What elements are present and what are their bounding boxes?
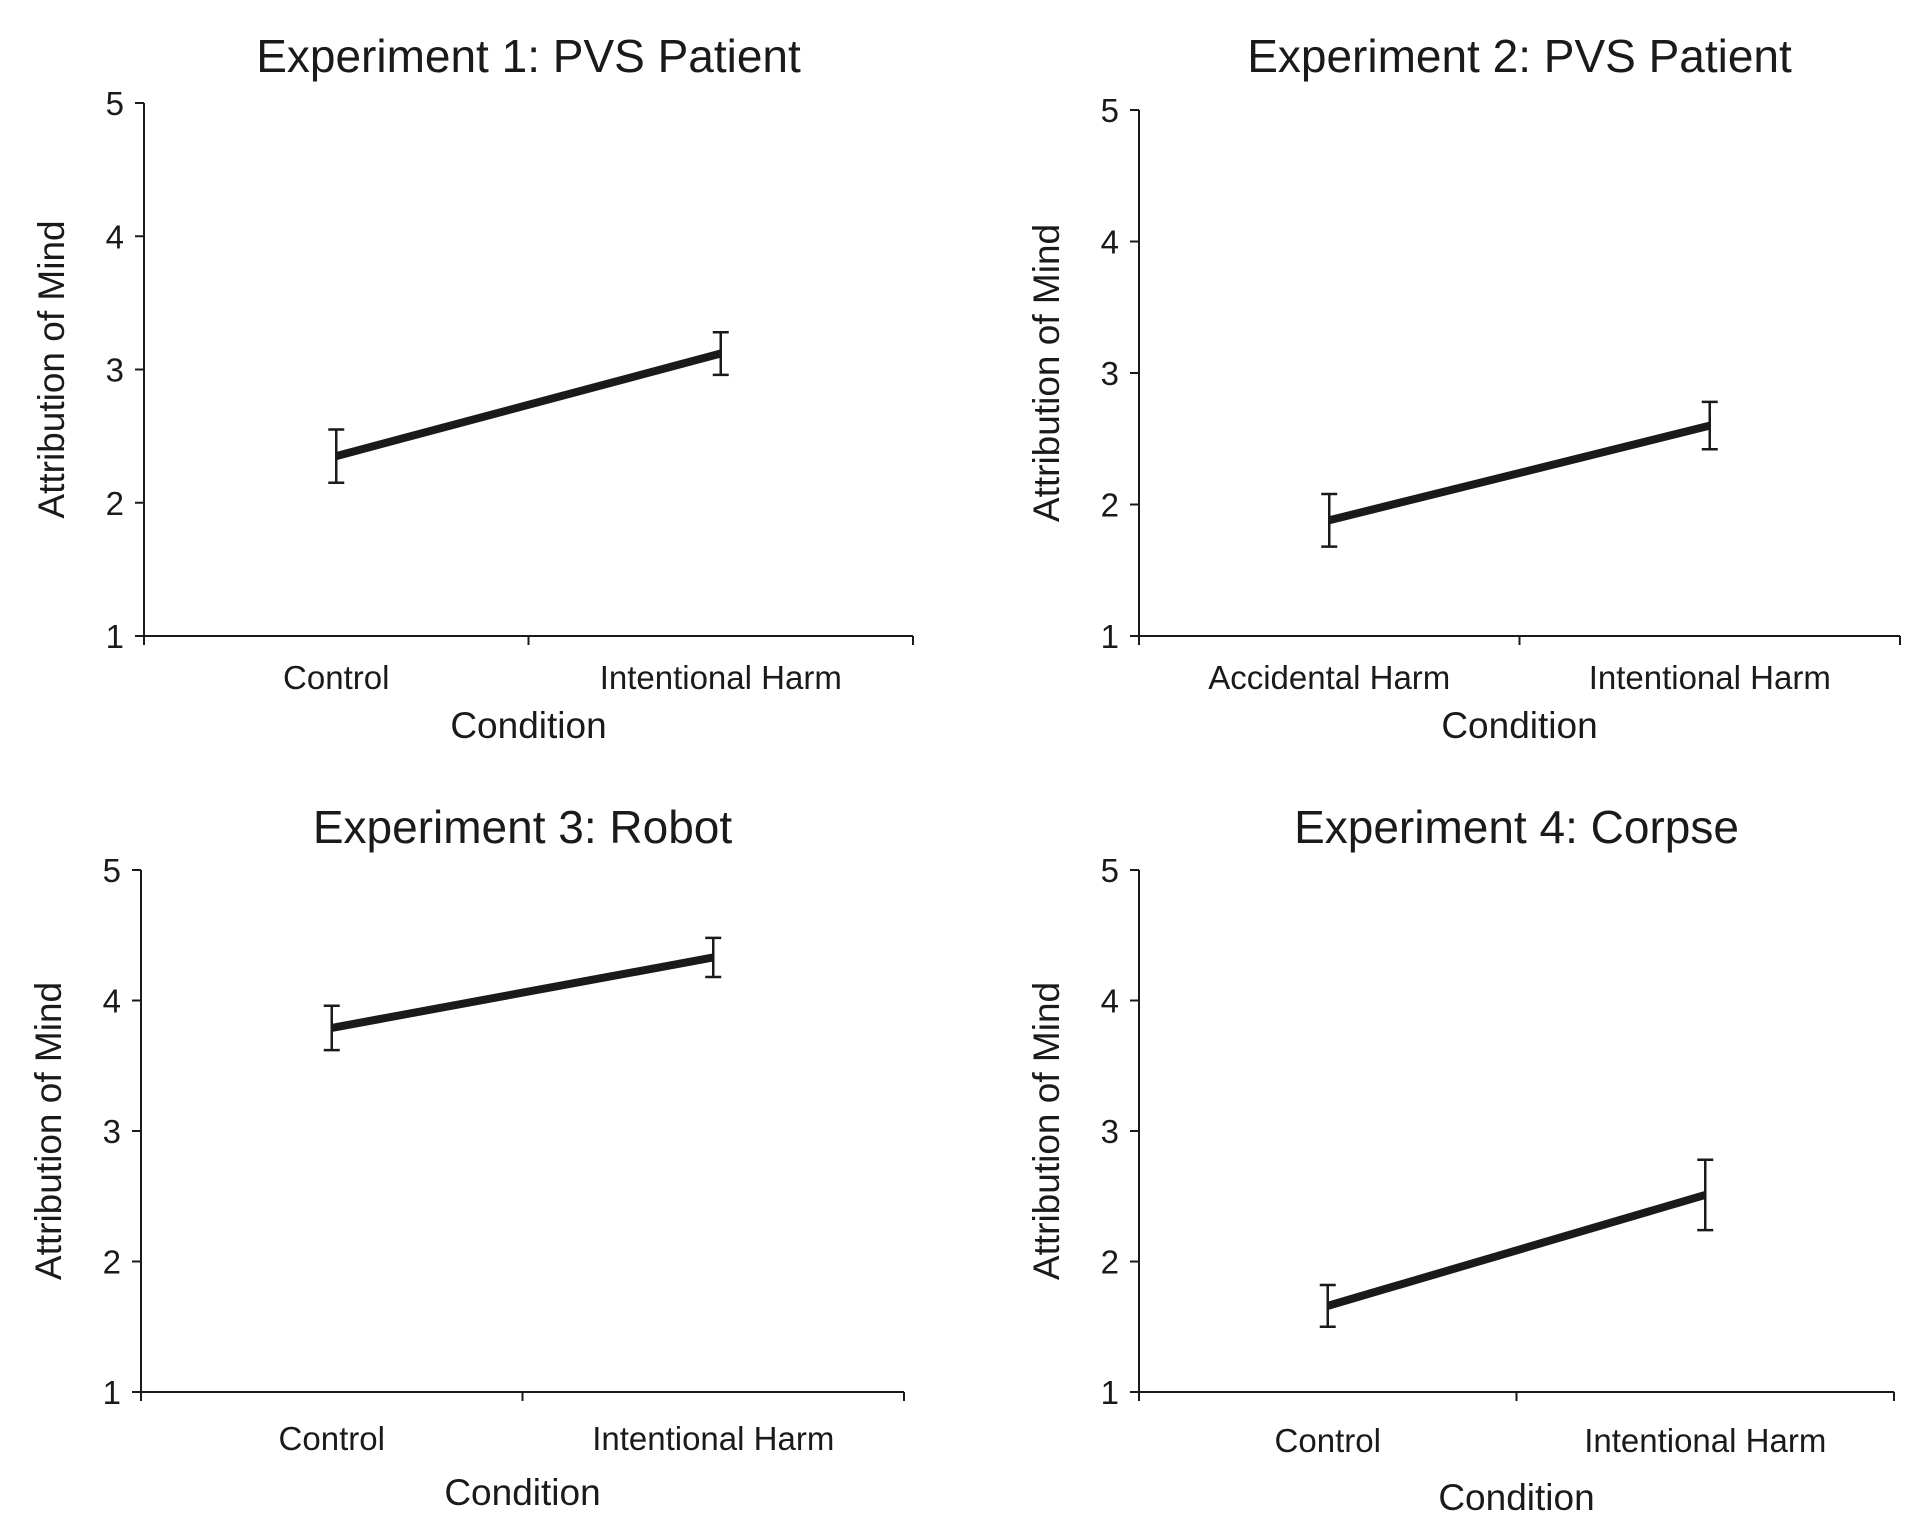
x-axis-label: Condition (450, 705, 606, 746)
y-tick-label: 5 (1101, 92, 1119, 129)
y-tick-label: 2 (106, 485, 124, 522)
series-line (1328, 421, 1711, 525)
x-axis-label: Condition (1438, 1477, 1594, 1518)
series-line (1326, 1191, 1707, 1310)
y-tick-label: 4 (106, 218, 124, 255)
y-axis-label: Attribution of Mind (1026, 982, 1067, 1280)
x-tick-label: Intentional Harm (592, 1420, 834, 1457)
y-tick-label: 3 (106, 352, 124, 389)
series-line (331, 953, 714, 1032)
y-tick-label: 5 (1101, 852, 1119, 889)
y-axis-label: Attribution of Mind (28, 982, 69, 1280)
y-tick-label: 4 (1101, 983, 1119, 1020)
x-tick-label: Accidental Harm (1208, 659, 1450, 696)
y-tick-label: 5 (106, 85, 124, 122)
chart-title: Experiment 3: Robot (313, 801, 733, 853)
y-tick-label: 5 (103, 852, 121, 889)
y-tick-label: 3 (103, 1113, 121, 1150)
y-tick-label: 4 (1101, 224, 1119, 261)
y-tick-label: 3 (1101, 1113, 1119, 1150)
y-tick-label: 2 (1101, 487, 1119, 524)
y-tick-label: 2 (1101, 1244, 1119, 1281)
y-tick-label: 2 (103, 1244, 121, 1281)
x-tick-label: Control (1275, 1422, 1381, 1459)
y-tick-label: 1 (1101, 618, 1119, 655)
chart-panel-3: Experiment 3: Robot 1 2 3 4 5 Control Intention… (28, 801, 905, 1513)
chart-title: Experiment 1: PVS Patient (256, 30, 801, 82)
y-tick-label: 1 (106, 618, 124, 655)
series-line (335, 349, 722, 460)
y-tick-label: 1 (103, 1374, 121, 1411)
y-tick-label: 1 (1101, 1374, 1119, 1411)
x-tick-label: Control (279, 1420, 385, 1457)
chart-panel-2: Experiment 2: PVS Patient 1 2 3 4 5 Accidental… (1026, 30, 1901, 746)
y-tick-label: 4 (103, 983, 121, 1020)
chart-panel-1: Experiment 1: PVS Patient 1 2 3 4 5 Control Int… (31, 30, 914, 746)
x-axis-label: Condition (1441, 705, 1597, 746)
x-axis-label: Condition (444, 1472, 600, 1513)
chart-panel-4: Experiment 4: Corpse 1 2 3 4 5 Control Intentio… (1026, 801, 1895, 1518)
chart-title: Experiment 2: PVS Patient (1247, 30, 1792, 82)
y-axis-label: Attribution of Mind (31, 220, 72, 518)
chart-title: Experiment 4: Corpse (1294, 801, 1739, 853)
x-tick-label: Control (283, 659, 389, 696)
x-tick-label: Intentional Harm (1589, 659, 1831, 696)
y-tick-label: 3 (1101, 355, 1119, 392)
x-tick-label: Intentional Harm (1584, 1422, 1826, 1459)
y-axis-label: Attribution of Mind (1026, 224, 1067, 522)
x-tick-label: Intentional Harm (600, 659, 842, 696)
